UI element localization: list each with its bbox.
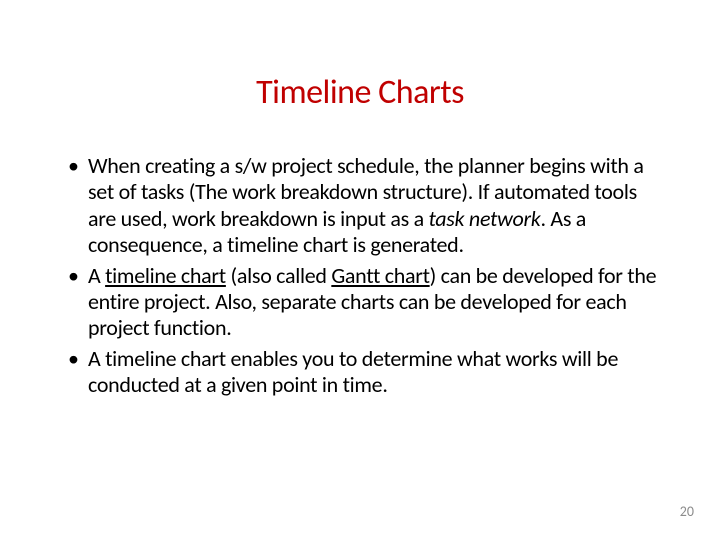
bullet-item: A timeline chart (also called Gantt char… <box>60 263 660 342</box>
bullet-item: A timeline chart enables you to determin… <box>60 346 660 399</box>
bullet-underline: timeline chart <box>105 262 226 289</box>
bullet-list: When creating a s/w project schedule, th… <box>60 153 660 399</box>
slide-container: Timeline Charts When creating a s/w proj… <box>0 0 720 540</box>
bullet-text: A <box>88 262 105 289</box>
page-number: 20 <box>680 503 694 520</box>
bullet-italic: task network <box>429 205 541 232</box>
bullet-text: A timeline chart enables you to determin… <box>88 345 618 398</box>
slide-content: When creating a s/w project schedule, th… <box>0 133 720 399</box>
bullet-text: (also called <box>226 262 331 289</box>
bullet-item: When creating a s/w project schedule, th… <box>60 153 660 259</box>
slide-title: Timeline Charts <box>0 0 720 133</box>
bullet-underline: Gantt chart <box>331 262 429 289</box>
